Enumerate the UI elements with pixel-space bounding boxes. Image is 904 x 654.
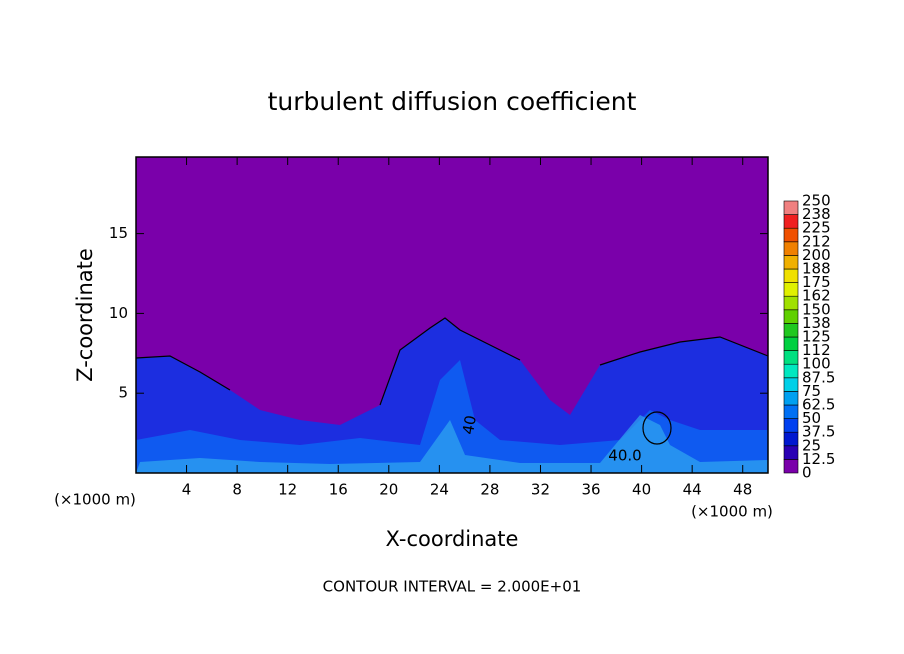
x-tick-label: 44 [683,481,702,499]
x-tick-label: 20 [379,481,398,499]
colorbar-bin [783,404,799,419]
x-unit-label: (×1000 m) [691,503,773,521]
contour-label: 40.0 [608,447,641,465]
colorbar-label: 150 [802,300,831,318]
x-tick-label: 40 [632,481,651,499]
colorbar-label: 87.5 [802,368,835,386]
y-axis-label: Z-coordinate [73,248,97,382]
colorbar-bin [783,350,799,365]
colorbar-bin [783,336,799,351]
y-tick-label: 5 [118,384,128,402]
colorbar-label: 25 [802,436,821,454]
colorbar-bin [783,309,799,324]
x-unit-label: (×1000 m) [54,491,136,509]
plot-frame [135,156,769,474]
colorbar-label: 112 [802,341,831,359]
x-tick-label: 16 [329,481,348,499]
x-tick-label: 4 [182,481,192,499]
colorbar-label: 250 [802,192,831,210]
x-tick-label: 12 [278,481,297,499]
colorbar-label: 188 [802,260,831,278]
x-tick-label: 36 [581,481,600,499]
colorbar-label: 50 [802,409,821,427]
colorbar-bin [783,282,799,297]
colorbar-label: 212 [802,232,831,250]
colorbar-label: 225 [802,219,831,237]
turbulent-peak [136,415,768,473]
chart-title: turbulent diffusion coefficient [268,87,637,116]
colorbar-bin [783,200,799,215]
x-tick-label: 8 [232,481,242,499]
colorbar-label: 0 [802,464,812,482]
y-tick-label: 10 [109,304,128,322]
colorbar-label: 138 [802,314,831,332]
colorbar-bin [783,295,799,311]
turbulent-core [136,360,768,473]
colorbar-label: 100 [802,355,831,373]
colorbar-bin [783,445,799,460]
colorbar-label: 162 [802,287,831,305]
colorbar-bin [783,323,799,338]
colorbar-bin [783,377,799,392]
colorbar-bin [783,214,799,229]
colorbar-label: 125 [802,328,831,346]
contour-line [642,411,672,445]
colorbar-bin [783,227,799,243]
contour-label: 40 [459,414,480,436]
colorbar-bin [783,391,799,406]
x-tick-label: 24 [430,481,449,499]
y-tick-label: 15 [109,224,128,242]
contour-line [135,317,769,406]
x-tick-label: 28 [480,481,499,499]
colorbar-label: 12.5 [802,450,835,468]
colorbar-bin [783,431,799,447]
colorbar-label: 238 [802,205,831,223]
colorbar-label: 37.5 [802,423,835,441]
colorbar-label: 62.5 [802,396,835,414]
colorbar-bin [783,268,799,283]
colorbar-label: 75 [802,382,821,400]
x-axis-label: X-coordinate [386,527,519,551]
x-tick-label: 48 [733,481,752,499]
colorbar-bin [783,241,799,256]
colorbar-label: 175 [802,273,831,291]
footer: CONTOUR INTERVAL = 2.000E+01 [323,578,582,596]
colorbar-bin [783,363,799,379]
field [135,157,769,473]
colorbar-label: 200 [802,246,831,264]
colorbar-bin [783,459,799,474]
colorbar-bin [783,418,799,433]
x-tick-label: 32 [531,481,550,499]
colorbar-bin [783,255,799,270]
